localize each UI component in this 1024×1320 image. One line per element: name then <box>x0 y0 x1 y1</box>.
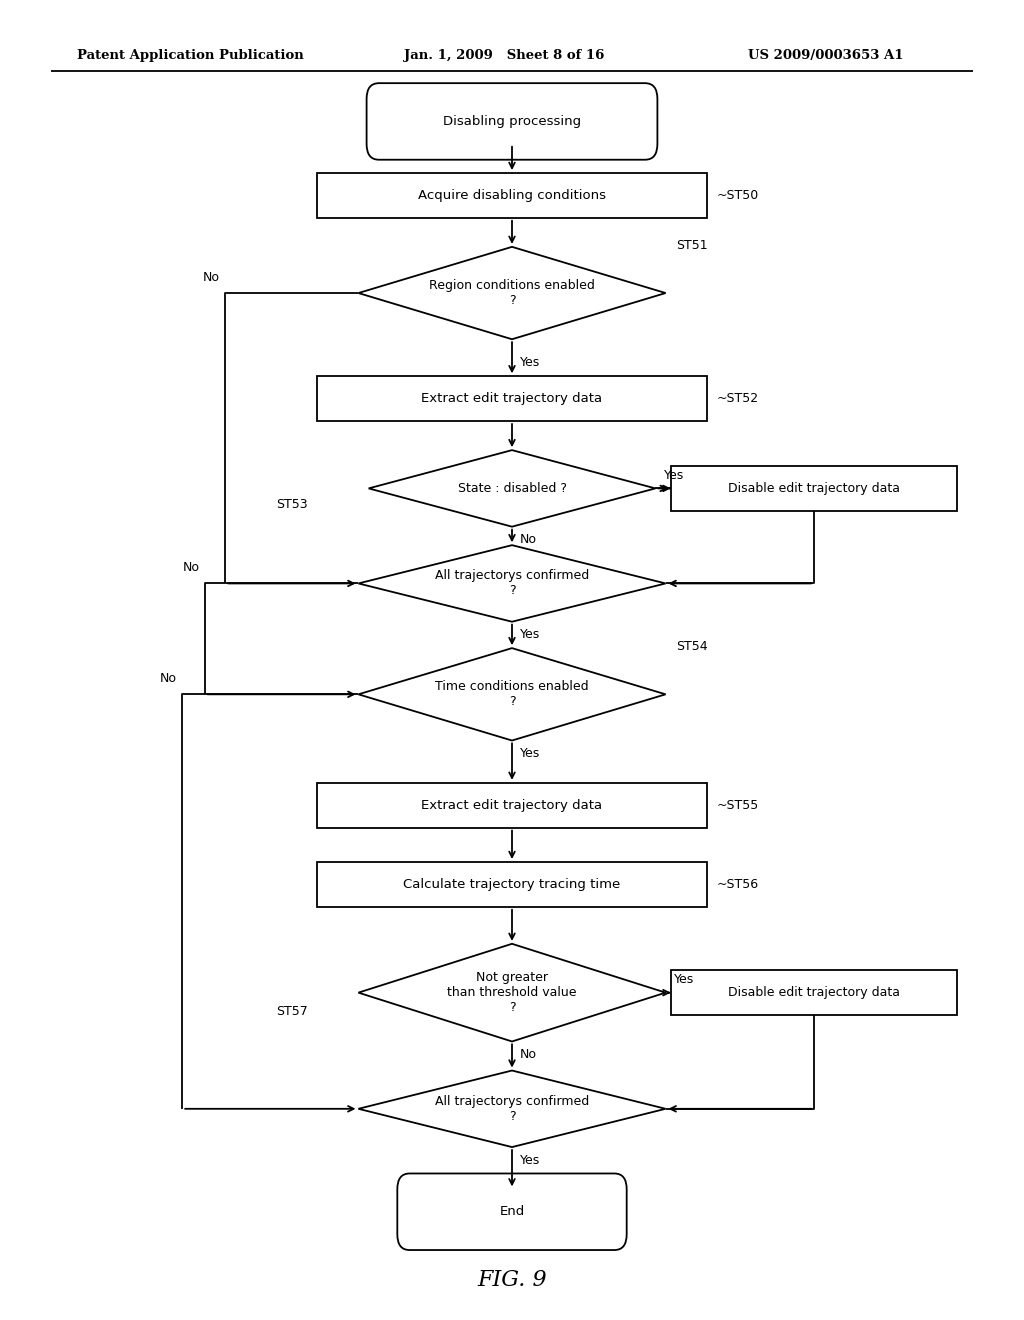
Text: ~ST55: ~ST55 <box>717 799 759 812</box>
Text: Yes: Yes <box>520 747 541 760</box>
Text: No: No <box>160 672 177 685</box>
Text: All trajectorys confirmed
?: All trajectorys confirmed ? <box>435 569 589 598</box>
Text: Patent Application Publication: Patent Application Publication <box>77 49 303 62</box>
Polygon shape <box>358 545 666 622</box>
Text: Acquire disabling conditions: Acquire disabling conditions <box>418 189 606 202</box>
FancyBboxPatch shape <box>397 1173 627 1250</box>
Text: End: End <box>500 1205 524 1218</box>
Text: Disable edit trajectory data: Disable edit trajectory data <box>728 986 900 999</box>
Text: Yes: Yes <box>674 973 694 986</box>
Text: No: No <box>203 271 220 284</box>
Bar <box>317 783 707 828</box>
Text: Calculate trajectory tracing time: Calculate trajectory tracing time <box>403 878 621 891</box>
Bar <box>671 466 957 511</box>
Text: Extract edit trajectory data: Extract edit trajectory data <box>422 799 602 812</box>
Text: ~ST52: ~ST52 <box>717 392 759 405</box>
Text: Disabling processing: Disabling processing <box>443 115 581 128</box>
Text: ST57: ST57 <box>276 1005 308 1018</box>
Text: All trajectorys confirmed
?: All trajectorys confirmed ? <box>435 1094 589 1123</box>
Text: Yes: Yes <box>664 469 684 482</box>
Text: ST51: ST51 <box>676 239 708 252</box>
Text: State : disabled ?: State : disabled ? <box>458 482 566 495</box>
Text: No: No <box>520 533 538 546</box>
Text: ~ST56: ~ST56 <box>717 878 759 891</box>
Text: No: No <box>182 561 200 574</box>
FancyBboxPatch shape <box>367 83 657 160</box>
Text: Region conditions enabled
?: Region conditions enabled ? <box>429 279 595 308</box>
Text: ~ST50: ~ST50 <box>717 189 759 202</box>
Text: Yes: Yes <box>520 1154 541 1167</box>
Text: Disable edit trajectory data: Disable edit trajectory data <box>728 482 900 495</box>
Text: ST53: ST53 <box>276 498 308 511</box>
Bar <box>317 376 707 421</box>
Polygon shape <box>358 247 666 339</box>
Text: Extract edit trajectory data: Extract edit trajectory data <box>422 392 602 405</box>
Text: Not greater
than threshold value
?: Not greater than threshold value ? <box>447 972 577 1014</box>
Text: Jan. 1, 2009   Sheet 8 of 16: Jan. 1, 2009 Sheet 8 of 16 <box>404 49 605 62</box>
Polygon shape <box>358 944 666 1041</box>
Polygon shape <box>358 1071 666 1147</box>
Bar <box>671 970 957 1015</box>
Text: US 2009/0003653 A1: US 2009/0003653 A1 <box>748 49 903 62</box>
Text: Yes: Yes <box>520 628 541 642</box>
Bar <box>317 173 707 218</box>
Text: FIG. 9: FIG. 9 <box>477 1270 547 1291</box>
Polygon shape <box>369 450 655 527</box>
Text: Yes: Yes <box>520 356 541 370</box>
Text: No: No <box>520 1048 538 1061</box>
Bar <box>317 862 707 907</box>
Polygon shape <box>358 648 666 741</box>
Text: Time conditions enabled
?: Time conditions enabled ? <box>435 680 589 709</box>
Text: ST54: ST54 <box>676 640 708 653</box>
